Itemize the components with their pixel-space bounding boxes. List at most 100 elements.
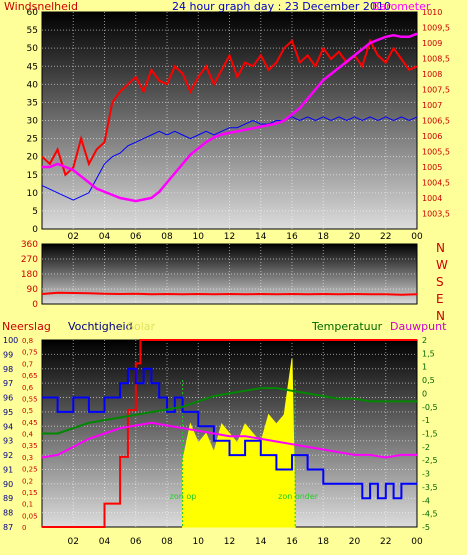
rain-tick-label: 0,6 [22, 384, 34, 392]
barometer-tick-label: 1005 [422, 163, 442, 172]
rain-tick-label: 0,7 [22, 360, 33, 368]
vochtigheid-label: Vochtigheid [68, 320, 133, 333]
graph-title: 24 hour graph day : 23 December 2010 [172, 0, 391, 13]
wind-tick-label: 40 [27, 80, 39, 90]
wind-tick-label: 25 [27, 135, 38, 145]
temperature-tick-label: -3 [422, 470, 430, 479]
humidity-tick-label: 96 [3, 394, 13, 403]
dauwpunt-label: Dauwpunt [390, 320, 447, 333]
humidity-tick-label: 98 [3, 365, 13, 374]
x-tick-label: 00 [411, 232, 423, 242]
rain-tick-label: 0 [22, 524, 26, 532]
temperature-tick-label: -2,5 [422, 456, 438, 465]
temperature-tick-label: -5 [422, 523, 430, 532]
compass-letter: S [436, 275, 444, 289]
x-tick-label: 04 [99, 232, 111, 242]
temperature-tick-label: 1 [422, 363, 427, 372]
rain-tick-label: 0,65 [22, 372, 38, 380]
neerslag-label: Neerslag [2, 320, 51, 333]
humidity-tick-label: 87 [3, 523, 13, 532]
rain-tick-label: 0,45 [22, 419, 38, 427]
sunrise-label: zon op [170, 492, 197, 501]
rain-tick-label: 0,05 [22, 512, 38, 520]
rain-tick-label: 0,15 [22, 489, 38, 497]
x-tick-label: 02 [68, 537, 79, 547]
temperature-tick-label: -3,5 [422, 483, 438, 492]
direction-tick-label: 90 [27, 285, 39, 295]
x-tick-label: 00 [411, 537, 423, 547]
windsnelheid-label: Windsnelheid [4, 0, 78, 13]
x-tick-label: 22 [380, 232, 391, 242]
x-tick-label: 18 [318, 232, 330, 242]
panel-3-x-ticks: 02 04 06 08 10 12 14 16 18 20 22 00 [68, 537, 423, 547]
temperature-tick-label: 0,5 [422, 376, 435, 385]
dewpoint-line [41, 421, 417, 459]
panel-1-series [41, 32, 418, 203]
rain-tick-label: 0,5 [22, 407, 33, 415]
x-tick-label: 14 [255, 232, 267, 242]
panel-1-right-ticks: 1003,5 1004 1004,5 1005 1005,5 1006 1006,5 1007… [422, 8, 450, 219]
temperature-tick-label: 2 [422, 336, 427, 345]
x-tick-label: 16 [286, 537, 298, 547]
x-tick-label: 02 [68, 232, 79, 242]
sunset-label: zon onder [278, 492, 319, 501]
humidity-tick-label: 95 [3, 408, 13, 417]
barometer-tick-label: 1003,5 [422, 210, 450, 219]
wind-tick-label: 30 [27, 117, 39, 127]
barometer-tick-label: 1006 [422, 132, 442, 141]
barometer-tick-label: 1009 [422, 39, 442, 48]
wind-tick-label: 10 [27, 189, 39, 199]
rain-humidity-panel: zon op zon onder 87 88 89 90 91 92 93 94 95 96 97 98… [3, 336, 438, 547]
x-tick-label: 10 [193, 537, 205, 547]
direction-tick-label: 360 [21, 240, 38, 250]
humidity-tick-label: 100 [3, 336, 18, 345]
humidity-tick-label: 94 [3, 422, 13, 431]
temperature-line [42, 387, 417, 435]
compass-letter: W [436, 258, 448, 272]
barometer-tick-label: 1007 [422, 101, 442, 110]
wind-tick-label: 0 [32, 225, 38, 235]
humidity-tick-label: 90 [3, 480, 13, 489]
direction-tick-label: 270 [21, 255, 38, 265]
wind-tick-label: 60 [27, 8, 39, 18]
x-tick-label: 16 [286, 232, 298, 242]
panel-3-series: zon op zon onder [41, 339, 417, 528]
wind-tick-label: 35 [27, 98, 38, 108]
temperature-tick-label: -2 [422, 443, 430, 452]
barometer-tick-label: 1008,5 [422, 55, 450, 64]
humidity-tick-label: 91 [3, 465, 13, 474]
wind-tick-label: 45 [27, 62, 38, 72]
wind-tick-label: 20 [27, 153, 39, 163]
x-tick-label: 20 [349, 232, 361, 242]
compass-letter: N [436, 241, 445, 255]
x-tick-label: 18 [318, 537, 330, 547]
x-tick-label: 14 [255, 537, 267, 547]
barometer-label: Barometer [372, 0, 431, 13]
rain-tick-label: 0,4 [22, 431, 34, 439]
temperature-tick-label: -4 [422, 496, 430, 505]
humidity-tick-label: 88 [3, 509, 13, 518]
wind-tick-label: 15 [27, 171, 38, 181]
barometer-tick-label: 1007,5 [422, 86, 450, 95]
x-tick-label: 12 [224, 537, 235, 547]
wind-tick-label: 5 [32, 207, 38, 217]
humidity-tick-label: 89 [3, 494, 13, 503]
wind-average-line [41, 116, 418, 201]
panel-3-rain-ticks: 0 0,05 0,1 0,15 0,2 0,25 0,3 0,35 0,4 0,45 0,5 0,55… [22, 337, 38, 532]
x-tick-label: 08 [161, 232, 173, 242]
solar-label: Solar [127, 320, 156, 333]
rain-tick-label: 0,8 [22, 337, 33, 345]
panel-2-ticks: 0 90 180 270 360 [21, 240, 38, 310]
x-tick-label: 04 [99, 537, 111, 547]
temperature-tick-label: -1 [422, 416, 430, 425]
compass-letter: N [436, 309, 445, 323]
x-tick-label: 06 [130, 232, 142, 242]
temperature-tick-label: -4,5 [422, 510, 438, 519]
solar-area [182, 358, 296, 528]
x-tick-label: 12 [224, 232, 235, 242]
temperature-tick-label: 1,5 [422, 349, 435, 358]
humidity-tick-label: 97 [3, 379, 13, 388]
